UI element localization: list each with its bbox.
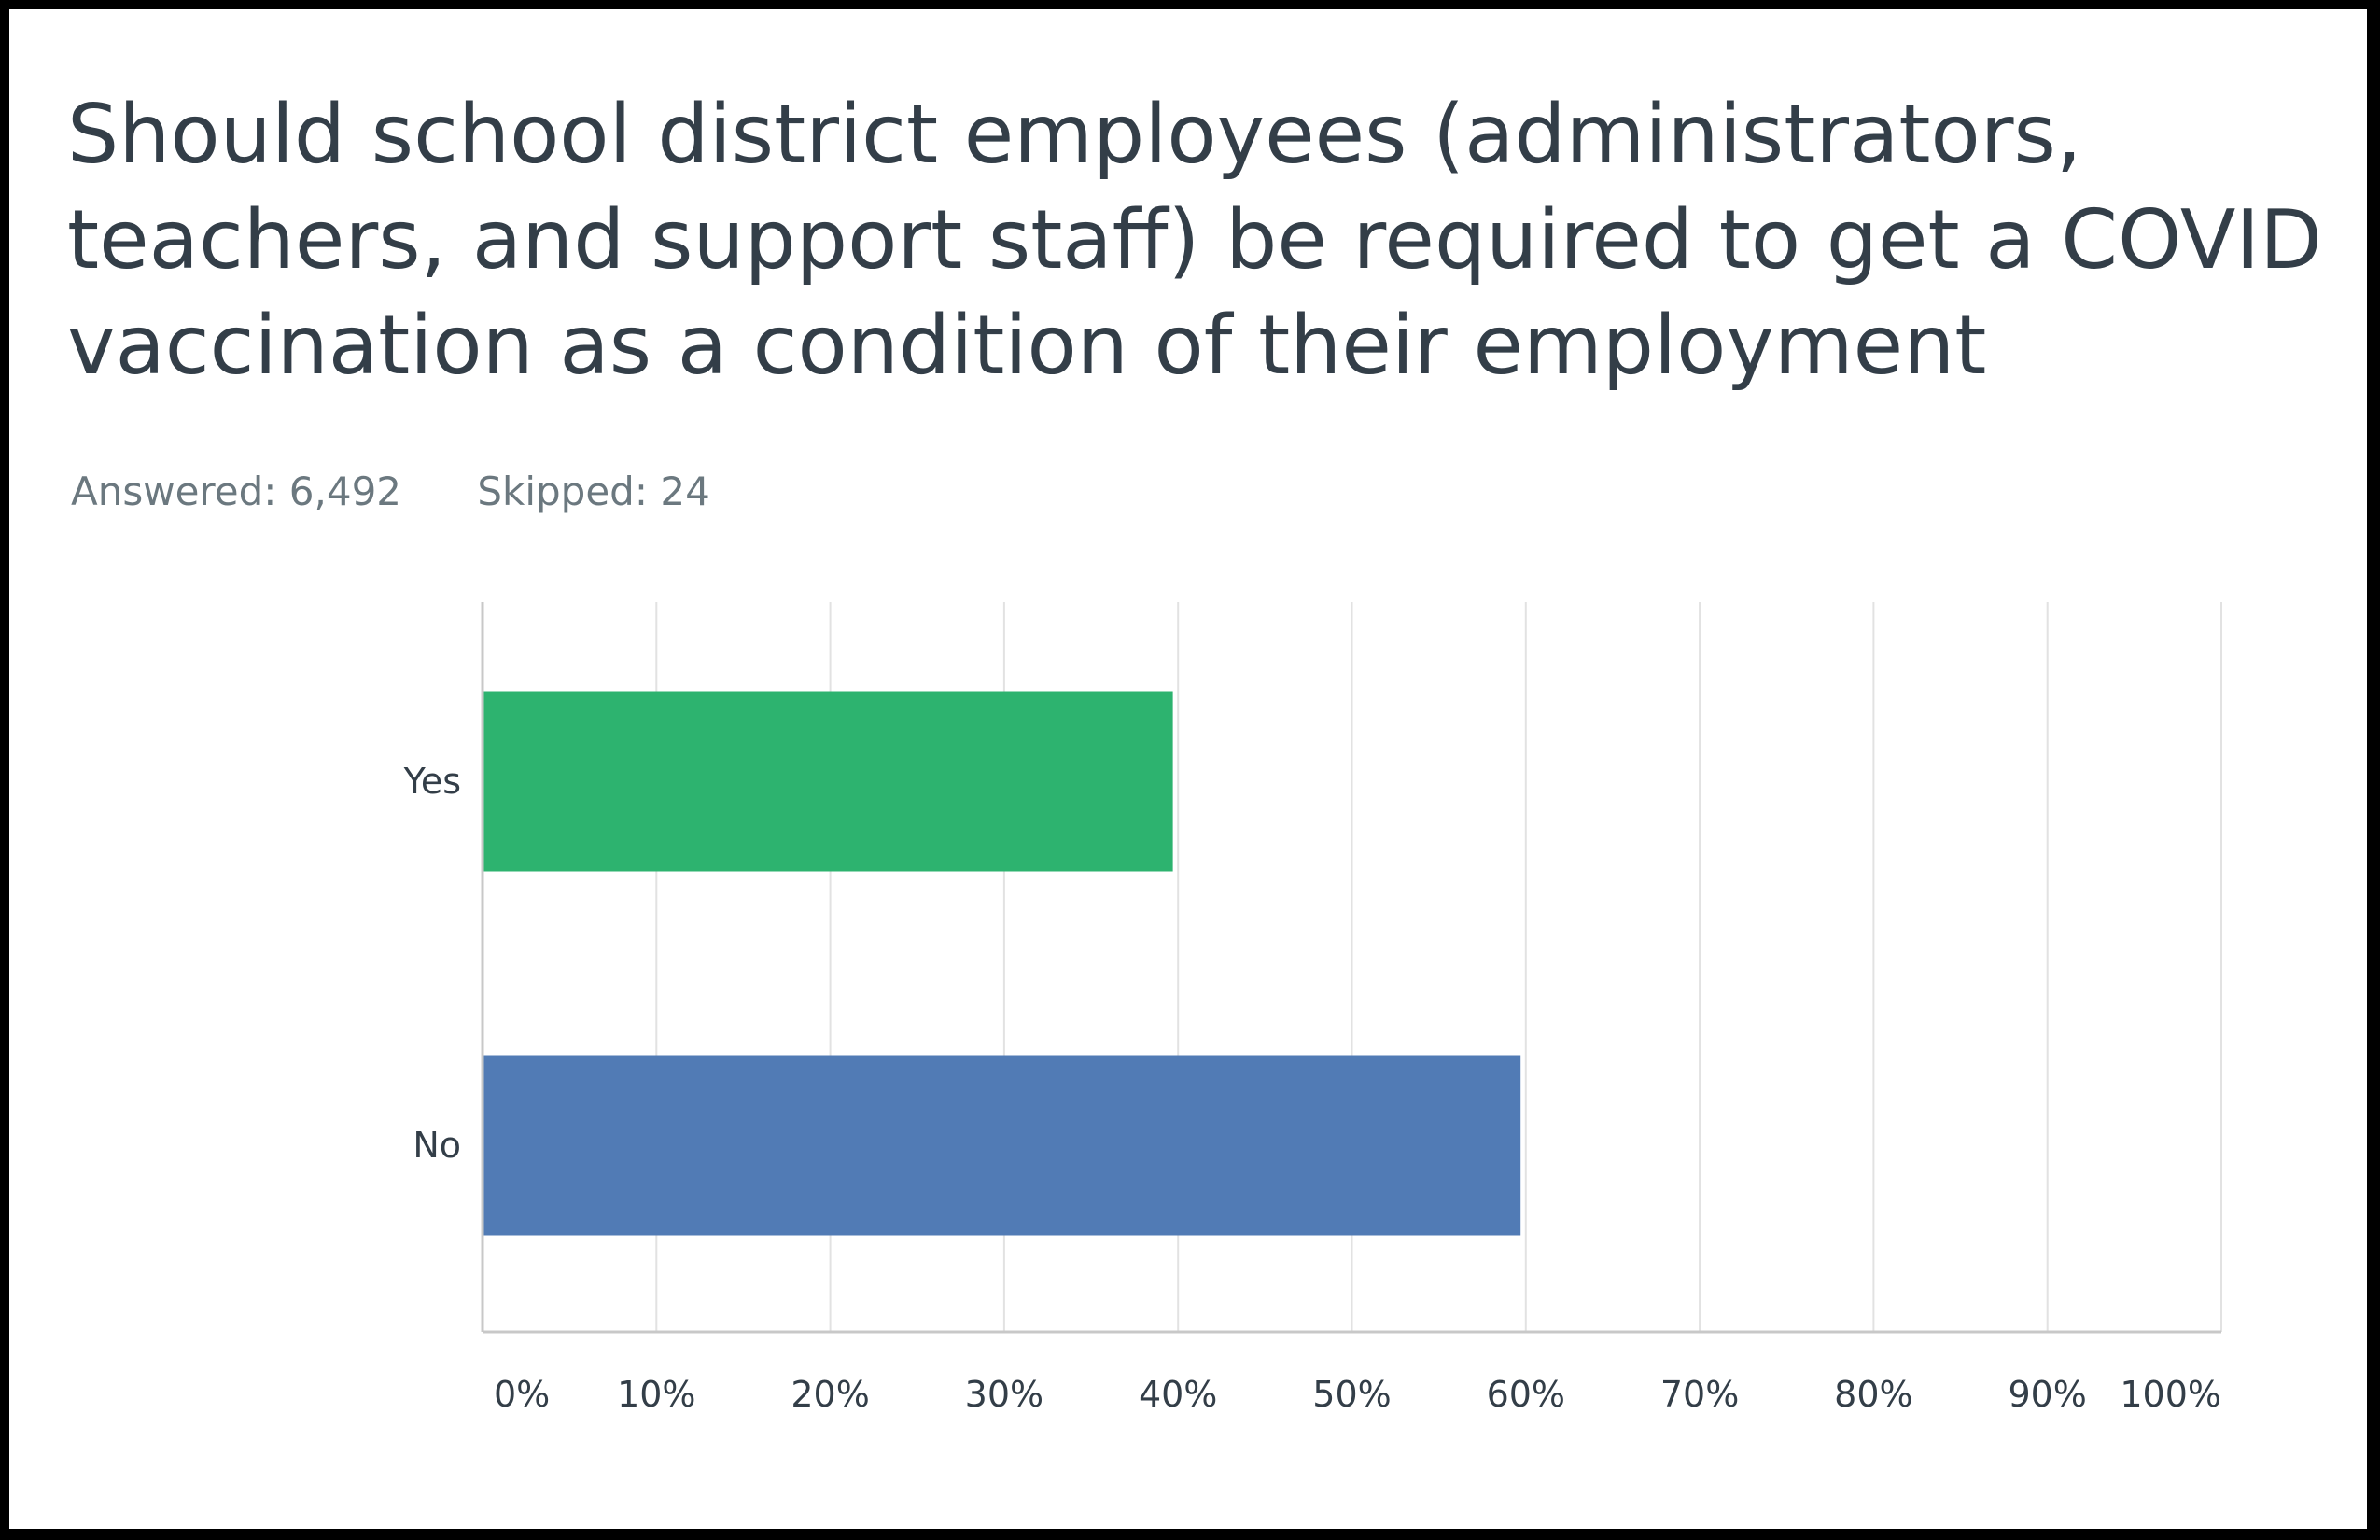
x-tick-label: 50% xyxy=(1312,1374,1391,1415)
x-tick-label: 80% xyxy=(1834,1374,1912,1415)
x-tick-label: 90% xyxy=(2008,1374,2086,1415)
response-stats: Answered: 6,492 Skipped: 24 xyxy=(71,469,774,514)
x-tick-label: 60% xyxy=(1487,1374,1565,1415)
question-title: Should school district employees (admini… xyxy=(67,87,2323,393)
x-tick-label: 20% xyxy=(791,1374,869,1415)
x-tick-label: 10% xyxy=(617,1374,695,1415)
bar-yes xyxy=(483,691,1173,872)
x-tick-label: 0% xyxy=(494,1374,550,1415)
labels: 0% 10% 20% 30% 40% 50% 60% 70% 80% 90% 100% Yes No xyxy=(403,761,2221,1415)
bars xyxy=(483,691,1521,1236)
category-label-no: No xyxy=(413,1125,461,1166)
x-tick-label: 40% xyxy=(1139,1374,1217,1415)
bar-chart: 0% 10% 20% 30% 40% 50% 60% 70% 80% 90% 100% Yes No xyxy=(403,602,2222,1415)
x-tick-label: 100% xyxy=(2120,1374,2221,1415)
chart-panel: Should school district employees (admini… xyxy=(9,9,2367,1529)
answered-count: Answered: 6,492 xyxy=(71,469,402,514)
x-tick-label: 30% xyxy=(965,1374,1043,1415)
skipped-count: Skipped: 24 xyxy=(477,469,710,514)
x-tick-label: 70% xyxy=(1660,1374,1739,1415)
category-label-yes: Yes xyxy=(403,761,461,802)
axes xyxy=(481,602,2221,1334)
bar-no xyxy=(483,1055,1521,1236)
gridlines xyxy=(655,602,2222,1332)
